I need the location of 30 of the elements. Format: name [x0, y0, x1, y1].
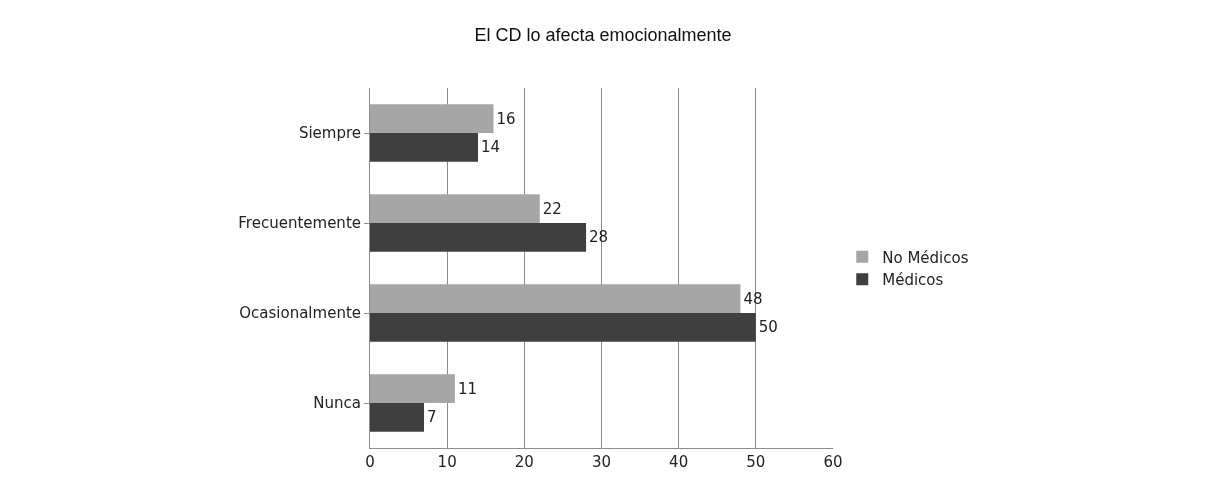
y-tick-label: Frecuentemente	[238, 214, 361, 233]
data-label: 11	[457, 379, 477, 398]
data-label: 14	[481, 138, 501, 157]
y-tick-label: Ocasionalmente	[239, 304, 361, 323]
bar	[370, 133, 479, 162]
x-tick-label: 20	[514, 453, 534, 471]
bar	[370, 223, 587, 252]
x-tick-label: 30	[591, 453, 612, 471]
data-label: 7	[427, 408, 437, 427]
x-tick-label: 50	[746, 453, 766, 471]
data-label: 16	[496, 109, 516, 128]
x-tick-label: 40	[669, 453, 689, 471]
data-label: 28	[589, 228, 609, 247]
bar	[370, 403, 425, 432]
data-label: 50	[758, 318, 778, 337]
y-tick-label: Siempre	[298, 124, 361, 143]
legend-label: No Médicos	[882, 248, 969, 267]
x-tick-label: 60	[823, 453, 843, 471]
bar	[370, 284, 741, 313]
x-tick-label: 10	[437, 453, 457, 471]
chart-title: El CD lo afecta emocionalmente	[474, 25, 732, 46]
legend-label: Médicos	[882, 271, 944, 290]
bar	[370, 374, 455, 403]
x-tick-label: 0	[365, 453, 375, 471]
bar	[370, 194, 540, 223]
y-tick-label: Nunca	[313, 394, 361, 413]
data-label: 48	[743, 289, 763, 308]
data-label: 22	[542, 199, 562, 218]
bar	[370, 313, 756, 342]
bar	[370, 104, 494, 133]
